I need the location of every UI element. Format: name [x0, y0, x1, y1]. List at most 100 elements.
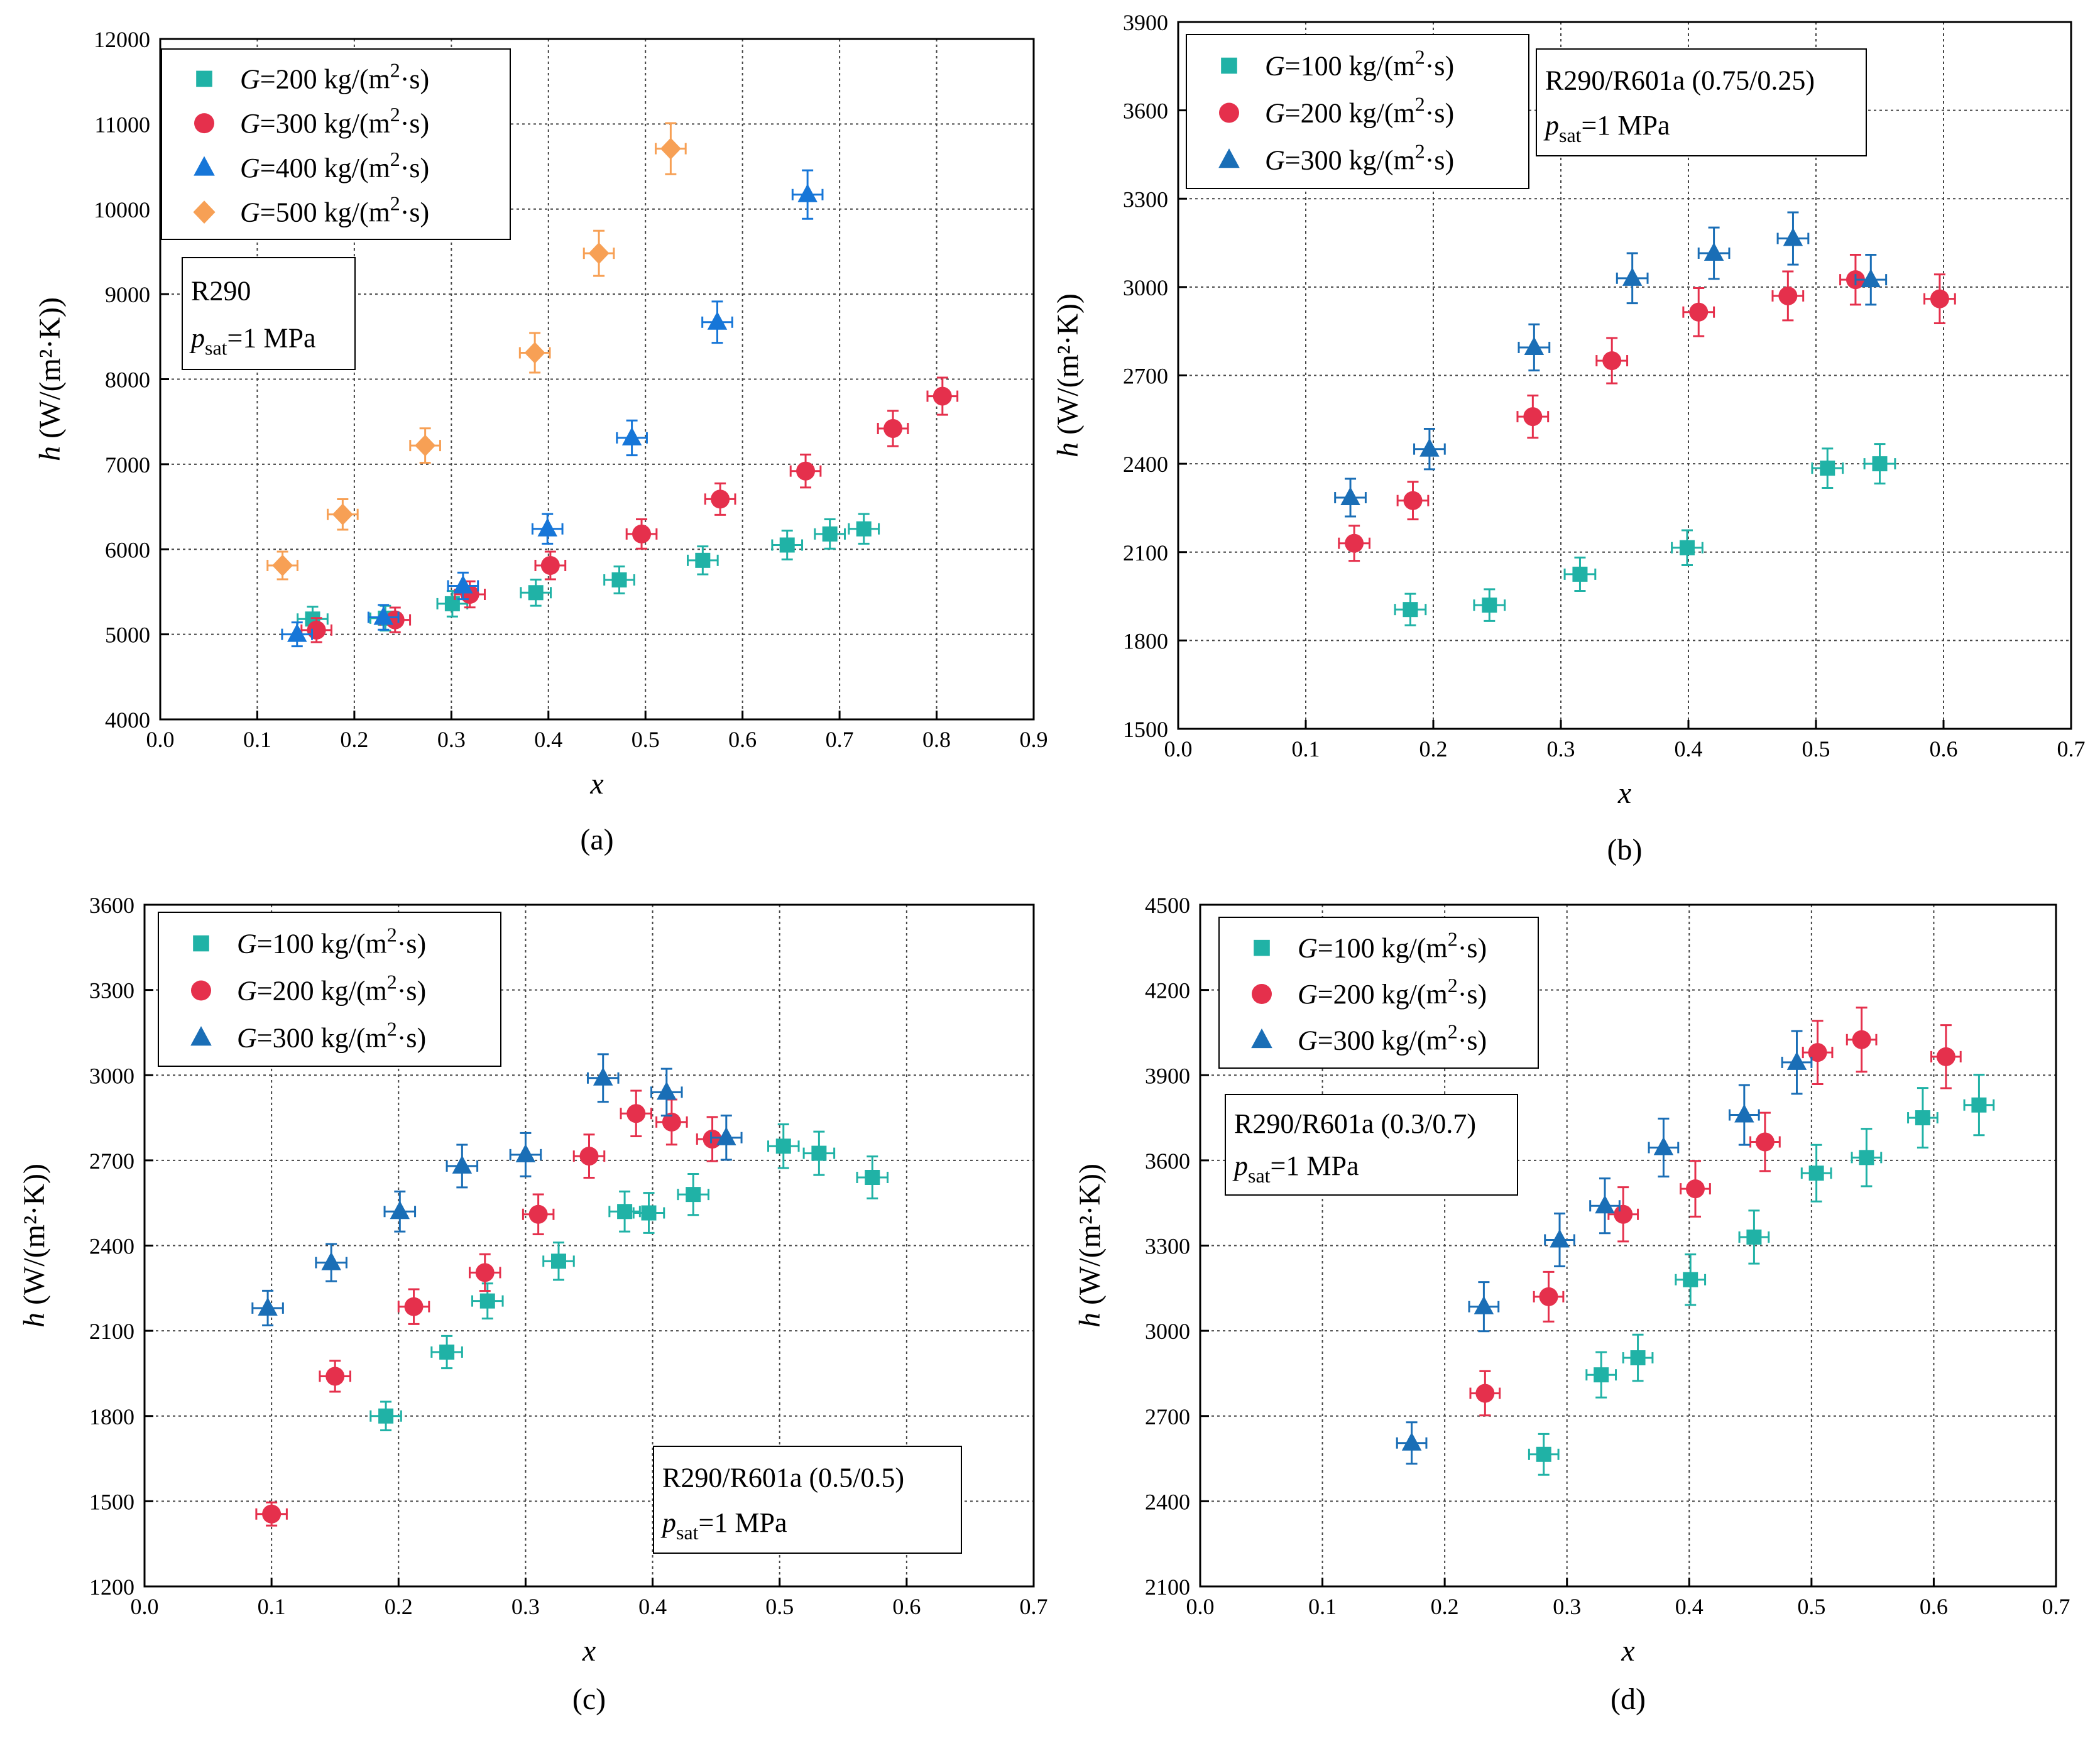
- point-a-s0-4: [603, 565, 635, 594]
- marker-square: [1859, 1150, 1874, 1165]
- legend-box: [1186, 34, 1529, 189]
- marker-triangle: [593, 1067, 613, 1086]
- x-tick-label: 0.4: [638, 1594, 667, 1619]
- point-d-s2-3: [1589, 1177, 1621, 1235]
- panel-b-y-label: h(W/(m²·K)): [1051, 293, 1085, 457]
- point-b-s1-7: [1923, 273, 1956, 324]
- panel-b-legend: G=100 kg/(m2·s) G=200 kg/(m2·s) G=300 kg/(…: [1186, 34, 1529, 189]
- panel-d-y-ticks: 2100 2400 2700 3000 3300 3600 3900 4200 4500: [1145, 893, 1209, 1600]
- marker-circle: [262, 1504, 282, 1524]
- marker-square: [811, 1145, 827, 1161]
- marker-circle: [1602, 351, 1622, 371]
- x-tick-label: 0.9: [1020, 727, 1048, 752]
- point-d-s2-6: [1781, 1030, 1813, 1095]
- point-a-s0-3: [520, 578, 552, 607]
- y-tick-label: 2700: [1123, 364, 1168, 389]
- point-b-s1-2: [1516, 395, 1550, 439]
- point-c-s1-7: [655, 1098, 688, 1146]
- point-a-s1-4: [625, 518, 658, 550]
- legend-entry-1: G=300 kg/(m2·s): [240, 103, 429, 139]
- point-a-s0-6: [771, 530, 804, 560]
- panel-d-caption: (d): [1611, 1683, 1646, 1716]
- point-d-s2-1: [1468, 1281, 1500, 1333]
- x-tick-label: 0.5: [632, 727, 660, 752]
- x-tick-label: 0.5: [765, 1594, 794, 1619]
- point-a-s2-1: [367, 604, 400, 631]
- x-tick-label: 0.3: [1547, 736, 1575, 761]
- point-d-s0-0: [1528, 1433, 1560, 1476]
- point-d-s0-7: [1907, 1087, 1939, 1149]
- x-tick-label: 0.3: [511, 1594, 540, 1619]
- marker-triangle: [707, 311, 728, 330]
- legend-marker-triangle: [1251, 1028, 1272, 1049]
- marker-circle: [711, 489, 730, 509]
- marker-square: [686, 1187, 701, 1203]
- point-d-s1-0: [1469, 1370, 1501, 1417]
- marker-triangle: [1550, 1229, 1570, 1248]
- legend-marker-triangle: [1218, 148, 1240, 168]
- legend-entry-1: G=200 kg/(m2·s): [1298, 974, 1487, 1010]
- y-tick-label: 7000: [105, 452, 150, 478]
- point-b-s2-1: [1413, 428, 1446, 471]
- panel-a-points: [266, 122, 959, 648]
- point-a-s0-8: [848, 513, 880, 545]
- legend-entry-2: G=300 kg/(m2·s): [1298, 1020, 1487, 1056]
- y-tick-label: 3000: [1145, 1319, 1190, 1344]
- x-tick-label: 0.6: [1920, 1594, 1948, 1619]
- x-tick-label: 0.2: [1419, 736, 1448, 761]
- point-a-s3-2: [409, 427, 441, 464]
- x-tick-label: 0.4: [1675, 1594, 1704, 1619]
- point-b-s1-5: [1771, 270, 1805, 322]
- marker-square: [1403, 602, 1418, 618]
- y-tick-label: 2700: [1145, 1404, 1190, 1429]
- point-b-s2-5: [1776, 211, 1810, 266]
- point-c-s1-6: [620, 1089, 653, 1138]
- panel-d-info-box: R290/R601a (0.3/0.7) psat=1 MPa: [1225, 1094, 1518, 1196]
- marker-triangle: [1524, 336, 1545, 355]
- point-c-s0-1: [430, 1334, 463, 1370]
- point-c-s2-3: [446, 1143, 479, 1189]
- point-c-s2-4: [509, 1132, 542, 1177]
- marker-circle: [307, 620, 326, 640]
- point-c-s1-4: [522, 1193, 555, 1236]
- y-tick-label: 2400: [1123, 452, 1168, 477]
- marker-square: [1808, 1165, 1824, 1181]
- point-d-s1-6: [1846, 1007, 1878, 1073]
- point-b-s0-4: [1811, 447, 1844, 489]
- legend-marker-circle: [191, 980, 211, 1001]
- panel-d: 0.0 0.1 0.2 0.3 0.4 0.5 0.6 0.7 2100 2400 2700 300…: [1073, 893, 2070, 1716]
- legend-entry-1: G=200 kg/(m2·s): [1265, 93, 1454, 129]
- legend-entry-2: G=300 kg/(m2·s): [237, 1018, 426, 1054]
- point-b-s0-1: [1473, 588, 1506, 622]
- marker-square: [1630, 1350, 1646, 1366]
- marker-circle: [626, 1104, 646, 1123]
- y-tick-label: 2100: [1145, 1575, 1190, 1600]
- legend-entry-2: G=400 kg/(m2·s): [240, 148, 429, 183]
- marker-circle: [325, 1367, 345, 1386]
- marker-square: [1572, 566, 1588, 582]
- marker-circle: [1852, 1030, 1871, 1049]
- marker-square: [775, 1138, 791, 1154]
- point-c-s0-3: [542, 1242, 575, 1281]
- marker-circle: [1345, 533, 1364, 553]
- point-b-s0-5: [1863, 443, 1896, 485]
- panel-d-legend: G=100 kg/(m2·s) G=200 kg/(m2·s) G=300 kg/(…: [1218, 917, 1539, 1069]
- y-tick-label: 1200: [89, 1575, 134, 1600]
- panel-c-psat-label: psat=1 MPa: [660, 1507, 787, 1544]
- marker-circle: [1686, 1179, 1705, 1199]
- marker-circle: [932, 386, 952, 406]
- panel-a-fluid-label: R290: [191, 276, 251, 307]
- point-c-s1-5: [572, 1133, 606, 1179]
- y-tick-label: 1800: [1123, 628, 1168, 653]
- marker-triangle: [1783, 227, 1803, 246]
- marker-square: [1536, 1446, 1551, 1462]
- marker-circle: [1523, 407, 1543, 427]
- marker-square: [550, 1253, 566, 1269]
- x-tick-label: 0.7: [826, 727, 854, 752]
- legend-entry-0: G=100 kg/(m2·s): [1265, 46, 1454, 82]
- point-c-s1-8: [696, 1116, 729, 1162]
- marker-triangle: [1653, 1137, 1674, 1155]
- point-a-s3-1: [327, 498, 359, 531]
- y-tick-label: 9000: [105, 282, 150, 307]
- x-tick-label: 0.5: [1802, 736, 1830, 761]
